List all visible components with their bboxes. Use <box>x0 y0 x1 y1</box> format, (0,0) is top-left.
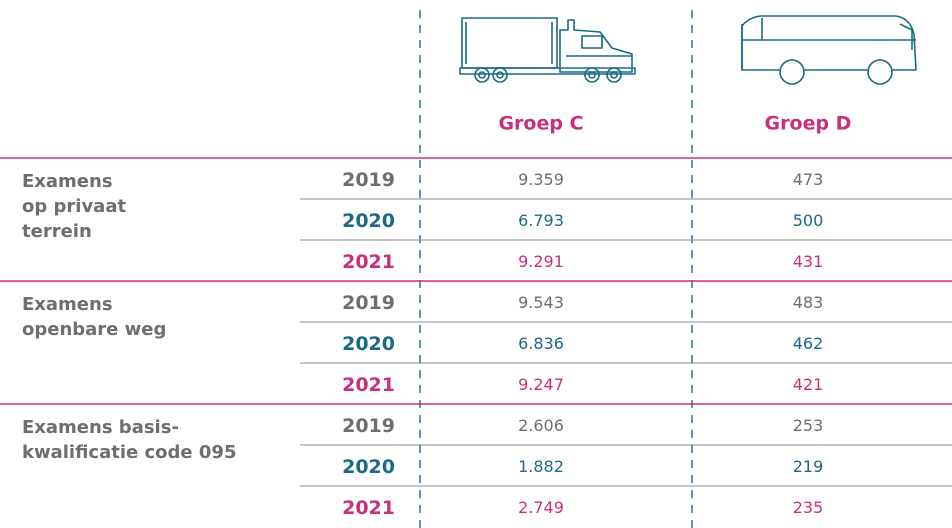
group-label: terrein <box>22 221 92 242</box>
bus-icon <box>742 16 916 84</box>
year-label: 2020 <box>342 333 395 355</box>
cell-value: 253 <box>793 416 824 435</box>
group-label: openbare weg <box>22 319 166 340</box>
cell-value: 2.749 <box>518 498 564 517</box>
cell-value: 6.836 <box>518 334 564 353</box>
cell-value: 483 <box>793 293 824 312</box>
cell-value: 462 <box>793 334 824 353</box>
column-header: Groep C <box>498 113 583 135</box>
cell-value: 473 <box>793 170 824 189</box>
year-label: 2020 <box>342 456 395 478</box>
group-label: Examens basis- <box>22 417 179 438</box>
year-label: 2019 <box>342 415 395 437</box>
cell-value: 2.606 <box>518 416 564 435</box>
cell-value: 9.359 <box>518 170 564 189</box>
cell-value: 6.793 <box>518 211 564 230</box>
column-header: Groep D <box>765 113 852 135</box>
cell-value: 9.247 <box>518 375 564 394</box>
cell-value: 9.543 <box>518 293 564 312</box>
year-label: 2021 <box>342 251 395 273</box>
year-label: 2021 <box>342 374 395 396</box>
cell-value: 421 <box>793 375 824 394</box>
year-label: 2019 <box>342 292 395 314</box>
cell-value: 1.882 <box>518 457 564 476</box>
year-label: 2021 <box>342 497 395 519</box>
group-label: Examens <box>22 171 113 192</box>
year-label: 2019 <box>342 169 395 191</box>
cell-value: 235 <box>793 498 824 517</box>
cell-value: 219 <box>793 457 824 476</box>
group-label: kwalificatie code 095 <box>22 442 236 463</box>
group-label: Examens <box>22 294 113 315</box>
cell-value: 500 <box>793 211 824 230</box>
cell-value: 431 <box>793 252 824 271</box>
table-page: Groep C Groep D Examens op privaat terrein 20… <box>0 0 952 528</box>
year-label: 2020 <box>342 210 395 232</box>
group-label: op privaat <box>22 196 126 217</box>
cell-value: 9.291 <box>518 252 564 271</box>
truck-icon <box>460 18 635 82</box>
